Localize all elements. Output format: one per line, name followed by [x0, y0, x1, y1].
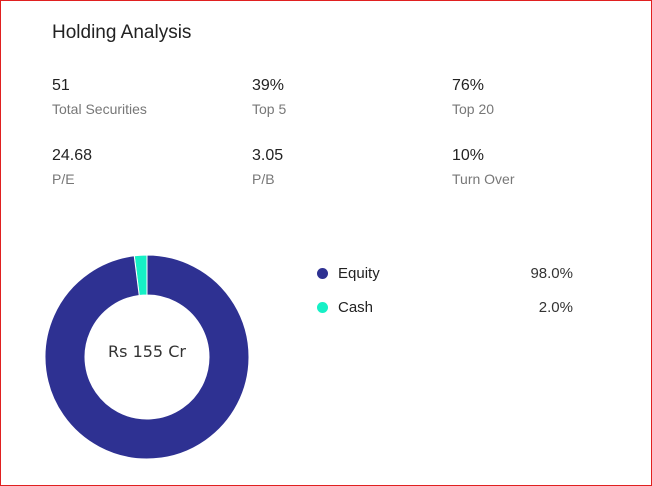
stat-label: Total Securities	[52, 101, 147, 117]
stat-label: Top 5	[252, 101, 287, 117]
stat-value: 51	[52, 77, 70, 94]
stat-top-20: 76% Top 20	[452, 77, 494, 117]
card-title: Holding Analysis	[52, 22, 192, 43]
donut-center-label: Rs 155 Cr	[108, 342, 186, 361]
stat-total-securities: 51 Total Securities	[52, 77, 147, 117]
stat-turnover: 10% Turn Over	[452, 147, 515, 187]
stat-label: P/E	[52, 171, 75, 187]
stat-label: Top 20	[452, 101, 495, 117]
legend-label: Cash	[338, 299, 374, 316]
stat-value: 3.05	[252, 147, 284, 164]
legend-dot-cash	[317, 302, 328, 313]
stat-top-5: 39% Top 5	[252, 77, 286, 117]
stat-value: 10%	[452, 147, 485, 164]
stat-value: 24.68	[52, 147, 93, 164]
legend-value: 2.0%	[538, 299, 573, 316]
legend-dot-equity	[317, 268, 328, 279]
stat-pb: 3.05 P/B	[252, 147, 283, 187]
legend-label: Equity	[338, 265, 380, 282]
donut-slice-equity	[44, 254, 250, 460]
stat-label: Turn Over	[452, 171, 515, 187]
legend-value: 98.0%	[530, 265, 573, 282]
stat-pe: 24.68 P/E	[52, 147, 92, 187]
legend-item-cash: Cash 2.0%	[317, 299, 573, 316]
legend-item-equity: Equity 98.0%	[317, 265, 573, 282]
stat-value: 76%	[452, 77, 485, 94]
stat-label: P/B	[252, 171, 275, 187]
stat-value: 39%	[252, 77, 285, 94]
